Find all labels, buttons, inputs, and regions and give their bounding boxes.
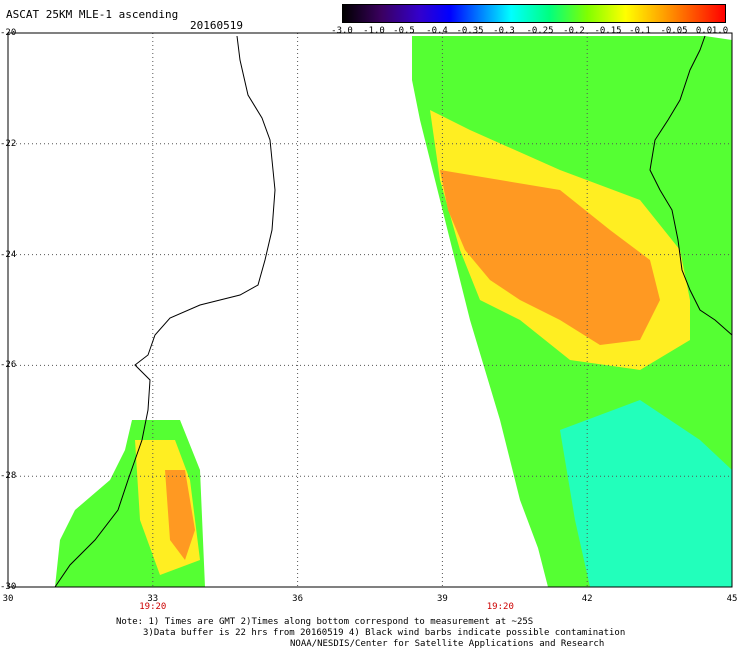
latitude-label: -26 — [0, 360, 17, 371]
colorbar-tick-label: -0.15 — [594, 26, 622, 36]
colorbar-tick-label: -1.0 — [363, 26, 385, 36]
pass-time-label: 19:20 — [139, 602, 167, 612]
east-swath-orange — [440, 170, 660, 345]
colorbar-tick-label: -3.0 — [331, 26, 353, 36]
west-swath-orange — [165, 470, 195, 560]
colorbar-tick-label: -0.35 — [456, 26, 484, 36]
colorbar-tick-label: -0.05 — [660, 26, 688, 36]
colorbar-tick-label: -0.2 — [563, 26, 585, 36]
latitude-label: -30 — [0, 582, 17, 592]
date-label: 20160519 — [190, 19, 243, 32]
longitude-label: 45 — [726, 594, 738, 604]
note-line-3: NOAA/NESDIS/Center for Satellite Applica… — [290, 639, 605, 649]
title: ASCAT 25KM MLE-1 ascending — [6, 8, 179, 21]
colorbar-tick-label: 1.0 — [711, 26, 729, 36]
colorbar — [342, 4, 726, 23]
latitude-label: -22 — [0, 138, 17, 149]
longitude-label: 30 — [2, 594, 14, 604]
wind-swaths — [55, 36, 732, 587]
colorbar-tick-label: -0.25 — [526, 26, 554, 36]
longitude-label: 42 — [581, 594, 593, 604]
longitude-label: 39 — [436, 594, 448, 604]
note-line-1: Note: 1) Times are GMT 2)Times along bot… — [116, 617, 534, 627]
latitude-label: -28 — [0, 471, 17, 482]
coastline — [54, 35, 733, 588]
note-line-2: 3)Data buffer is 22 hrs from 20160519 4)… — [143, 628, 626, 638]
latitude-label: -24 — [0, 249, 17, 260]
pass-time-label: 19:20 — [486, 602, 514, 612]
colorbar-tick-label: -0.3 — [493, 26, 515, 36]
colorbar-tick-label: 0.0 — [695, 26, 713, 36]
longitude-label: 36 — [292, 594, 304, 604]
colorbar-tick-label: -0.1 — [629, 26, 651, 36]
east-swath-cyan — [560, 400, 732, 587]
africa-coastline — [54, 35, 276, 588]
lat-lon-grid — [8, 33, 732, 587]
map-frame — [7, 32, 733, 588]
latitude-label: -20 — [0, 28, 17, 38]
colorbar-tick-label: -0.5 — [393, 26, 415, 36]
colorbar-tick-label: -0.4 — [426, 26, 448, 36]
madagascar-coastline — [649, 35, 733, 336]
longitude-label: 33 — [147, 594, 159, 604]
